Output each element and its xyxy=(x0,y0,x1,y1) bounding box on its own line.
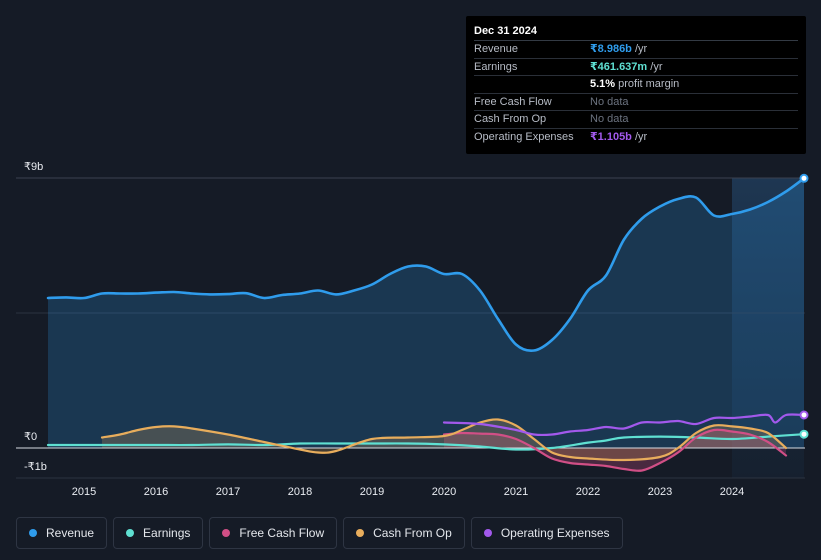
tooltip-row-value: ₹461.637m /yr xyxy=(590,60,663,73)
tooltip-row: Revenue ₹8.986b /yr xyxy=(474,41,798,59)
free-cash-flow-line xyxy=(442,428,788,472)
y-axis-label-zero: ₹0 xyxy=(24,431,37,443)
operating-expenses-line xyxy=(442,413,806,437)
tooltip-row-value: ₹8.986b /yr xyxy=(590,43,648,55)
series-end-markers xyxy=(799,173,809,439)
y-axis-label-top: ₹9b xyxy=(24,161,43,173)
y-axis-label-bottom: -₹1b xyxy=(24,461,47,473)
tooltip-row: Earnings ₹461.637m /yr xyxy=(474,59,798,76)
series-fills xyxy=(48,178,804,471)
legend-item-cash-from-op[interactable]: Cash From Op xyxy=(343,517,465,549)
legend-dot-icon xyxy=(126,529,135,537)
earnings-end-marker xyxy=(799,429,809,439)
legend: Revenue Earnings Free Cash Flow Cash From O… xyxy=(16,517,623,549)
legend-label: Free Cash Flow xyxy=(239,526,325,540)
legend-dot-icon xyxy=(483,529,492,537)
tooltip-row: Operating Expenses ₹1.105b /yr xyxy=(474,129,798,147)
tooltip-row-label: Free Cash Flow xyxy=(474,95,552,108)
revenue-end-marker xyxy=(799,173,809,183)
legend-label: Revenue xyxy=(46,526,95,540)
cash-from-op-line xyxy=(100,418,788,462)
tooltip-date: Dec 31 2024 xyxy=(474,16,798,41)
x-tick-2020: 2020 xyxy=(432,486,456,498)
legend-item-revenue[interactable]: Revenue xyxy=(16,517,108,549)
x-axis-ticks: 2015 2016 2017 2018 2019 2020 2021 2022 2023 2024 xyxy=(72,486,744,498)
legend-dot-icon xyxy=(29,529,37,537)
legend-item-free-cash-flow[interactable]: Free Cash Flow xyxy=(209,517,338,549)
x-tick-2017: 2017 xyxy=(216,486,240,498)
legend-label: Earnings xyxy=(143,526,191,540)
x-tick-2023: 2023 xyxy=(648,486,672,498)
data-tooltip: Dec 31 2024 Revenue ₹8.986b /yr Earnings ₹4… xyxy=(466,16,806,154)
x-tick-2024: 2024 xyxy=(720,486,744,498)
tooltip-row-label: Revenue xyxy=(474,43,519,55)
legend-label: Cash From Op xyxy=(373,526,452,540)
tooltip-row: Free Cash Flow No data xyxy=(474,94,798,111)
tooltip-row: 5.1% profit margin xyxy=(474,76,798,94)
x-tick-2022: 2022 xyxy=(576,486,600,498)
revenue-area xyxy=(48,178,804,449)
tooltip-row-label: Earnings xyxy=(474,60,518,73)
legend-item-earnings[interactable]: Earnings xyxy=(113,517,204,549)
tooltip-row-value: 5.1% profit margin xyxy=(590,78,680,90)
x-tick-2018: 2018 xyxy=(288,486,312,498)
x-tick-2015: 2015 xyxy=(72,486,96,498)
free-cash-flow-area xyxy=(444,429,786,471)
x-tick-2021: 2021 xyxy=(504,486,528,498)
tooltip-row: Cash From Op No data xyxy=(474,111,798,129)
tooltip-row-label: Operating Expenses xyxy=(474,130,574,143)
tooltip-row-value: No data xyxy=(590,95,629,108)
revenue-line xyxy=(46,177,806,352)
tooltip-row-value: ₹1.105b /yr xyxy=(590,130,648,143)
tooltip-row-label: Cash From Op xyxy=(474,113,547,125)
legend-dot-icon xyxy=(222,529,231,537)
series-lines xyxy=(46,177,806,472)
earnings-line xyxy=(46,433,806,451)
cash-from-op-area xyxy=(102,419,786,461)
operating-expenses-end-marker xyxy=(799,410,809,420)
tooltip-rows: Revenue ₹8.986b /yr Earnings ₹461.637m /yr 5… xyxy=(474,41,798,146)
tooltip-row-label xyxy=(474,76,590,93)
legend-item-operating-expenses[interactable]: Operating Expenses xyxy=(470,517,623,549)
x-tick-2016: 2016 xyxy=(144,486,168,498)
x-tick-2019: 2019 xyxy=(360,486,384,498)
legend-label: Operating Expenses xyxy=(500,526,610,540)
legend-dot-icon xyxy=(356,529,365,537)
tooltip-row-value: No data xyxy=(590,113,629,125)
